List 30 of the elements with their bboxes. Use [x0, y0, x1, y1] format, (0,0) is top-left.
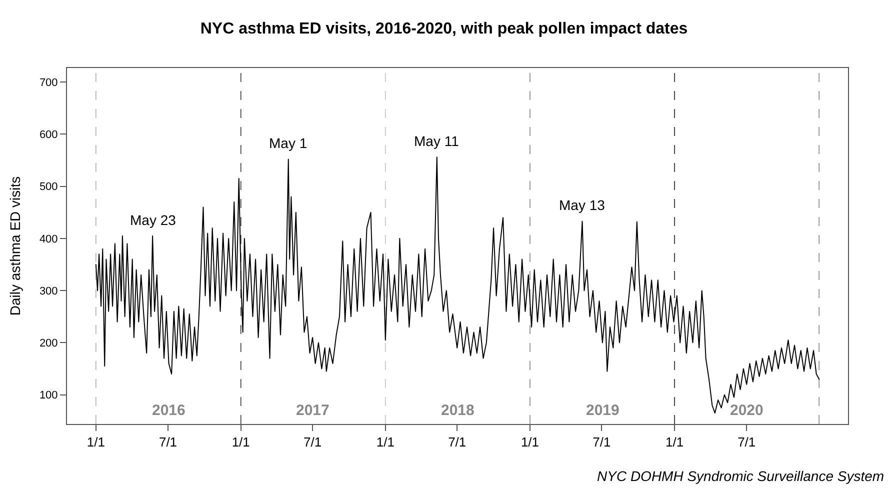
y-tick-label: 100 [39, 390, 58, 402]
x-tick-label: 7/1 [158, 434, 178, 450]
y-axis-title: Daily asthma ED visits [7, 176, 24, 316]
x-tick-label: 1/1 [520, 434, 540, 450]
annotation: 2016 [152, 402, 186, 419]
x-tick-label: 7/1 [448, 434, 466, 450]
x-tick-label: 1/1 [665, 434, 684, 450]
y-tick-label: 300 [39, 285, 58, 298]
line-series [95, 156, 820, 414]
text: NYC DOHMH Syndromic Surveillance System [597, 468, 884, 484]
y-tick-label: 500 [39, 181, 58, 194]
x-tick-label: 1/1 [232, 434, 250, 450]
x-tick-label: 1/1 [86, 434, 105, 450]
annotation: May 11 [414, 133, 460, 149]
annotation: May 23 [130, 212, 176, 228]
x-tick-label: 1/1 [376, 434, 394, 450]
x-tick-label: 7/1 [738, 434, 756, 450]
annotation: 2017 [296, 402, 330, 419]
chart-title: NYC asthma ED visits, 2016-2020, with peak pollen impact dates [200, 20, 688, 38]
x-tick-label: 7/1 [592, 434, 611, 450]
annotation: May 13 [559, 197, 606, 213]
annotation: May 1 [269, 135, 308, 151]
y-tick-label: 200 [39, 338, 58, 350]
annotation: 2018 [441, 402, 474, 419]
y-tick-label: 600 [39, 129, 58, 142]
annotation: 2020 [730, 402, 764, 419]
x-tick-label: 7/1 [304, 434, 322, 450]
y-tick-label: 700 [39, 76, 58, 89]
annotation: 2019 [586, 402, 620, 419]
y-tick-label: 400 [39, 233, 58, 246]
